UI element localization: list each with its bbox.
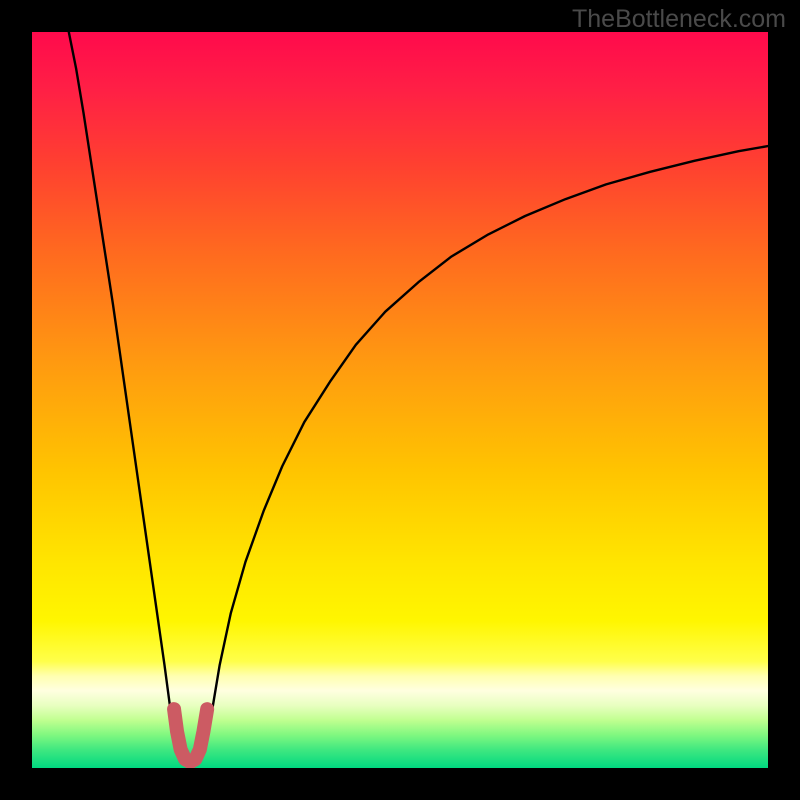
gradient-background [32, 32, 768, 768]
plot-area [32, 32, 768, 768]
chart-frame: TheBottleneck.com [0, 0, 800, 800]
watermark-text: TheBottleneck.com [572, 5, 786, 34]
plot-svg [32, 32, 768, 768]
